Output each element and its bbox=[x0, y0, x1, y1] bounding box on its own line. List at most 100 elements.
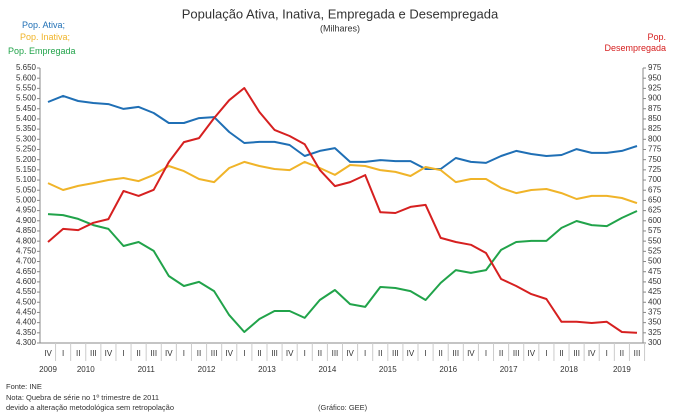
y2-tick-label: 925 bbox=[648, 83, 662, 92]
y-tick-label: 5.150 bbox=[16, 165, 37, 174]
y2-tick-label: 825 bbox=[648, 124, 662, 133]
legend-entry: Pop. Inativa; bbox=[20, 32, 71, 42]
y-tick-label: 5.650 bbox=[16, 63, 37, 72]
source: Fonte: INE bbox=[6, 382, 42, 391]
x-tick-label: II bbox=[197, 349, 201, 358]
y-tick-label: 4.750 bbox=[16, 246, 37, 255]
year-label: 2018 bbox=[560, 365, 578, 374]
x-tick-label: II bbox=[438, 349, 442, 358]
x-tick-label: III bbox=[392, 349, 399, 358]
y2-tick-label: 650 bbox=[648, 196, 662, 205]
y-tick-label: 4.900 bbox=[16, 216, 37, 225]
y-tick-label: 5.300 bbox=[16, 134, 37, 143]
x-tick-label: IV bbox=[44, 349, 52, 358]
y-tick-label: 5.400 bbox=[16, 114, 37, 123]
x-tick-label: II bbox=[318, 349, 322, 358]
x-tick-label: II bbox=[499, 349, 503, 358]
y2-tick-label: 600 bbox=[648, 216, 662, 225]
year-label: 2016 bbox=[439, 365, 457, 374]
year-label: 2012 bbox=[198, 365, 216, 374]
x-tick-label: I bbox=[183, 349, 185, 358]
x-tick-label: III bbox=[573, 349, 580, 358]
y-tick-label: 4.500 bbox=[16, 297, 37, 306]
x-tick-label: II bbox=[378, 349, 382, 358]
y-tick-label: 5.550 bbox=[16, 83, 37, 92]
x-tick-label: III bbox=[452, 349, 459, 358]
y2-tick-label: 875 bbox=[648, 104, 662, 113]
x-tick-label: II bbox=[257, 349, 261, 358]
year-label: 2009 bbox=[39, 365, 57, 374]
y-tick-label: 4.800 bbox=[16, 236, 37, 245]
y2-tick-label: 425 bbox=[648, 287, 662, 296]
x-tick-label: III bbox=[271, 349, 278, 358]
y2-tick-label: 475 bbox=[648, 267, 662, 276]
y-tick-label: 4.700 bbox=[16, 257, 37, 266]
y2-tick-label: 350 bbox=[648, 318, 662, 327]
x-tick-label: I bbox=[243, 349, 245, 358]
x-tick-label: I bbox=[364, 349, 366, 358]
y2-tick-label: 975 bbox=[648, 63, 662, 72]
x-tick-label: II bbox=[136, 349, 140, 358]
y-tick-label: 4.450 bbox=[16, 308, 37, 317]
x-tick-label: IV bbox=[165, 349, 173, 358]
y-tick-label: 4.300 bbox=[16, 338, 37, 347]
x-tick-label: I bbox=[606, 349, 608, 358]
x-tick-label: I bbox=[304, 349, 306, 358]
x-tick-label: I bbox=[485, 349, 487, 358]
y2-tick-label: 375 bbox=[648, 308, 662, 317]
year-label: 2017 bbox=[500, 365, 518, 374]
y2-tick-label: 625 bbox=[648, 206, 662, 215]
y-tick-label: 5.500 bbox=[16, 94, 37, 103]
x-tick-label: III bbox=[332, 349, 339, 358]
y2-tick-label: 500 bbox=[648, 257, 662, 266]
x-tick-label: III bbox=[150, 349, 157, 358]
y-tick-label: 5.100 bbox=[16, 175, 37, 184]
y-tick-label: 4.400 bbox=[16, 318, 37, 327]
legend-entry: Pop. Ativa; bbox=[22, 20, 66, 30]
y-tick-label: 5.450 bbox=[16, 104, 37, 113]
y2-tick-label: 725 bbox=[648, 165, 662, 174]
y-tick-label: 4.350 bbox=[16, 328, 37, 337]
x-tick-label: I bbox=[122, 349, 124, 358]
y2-tick-label: 675 bbox=[648, 185, 662, 194]
x-tick-label: IV bbox=[286, 349, 294, 358]
x-tick-label: IV bbox=[105, 349, 113, 358]
note: devido a alteração metodológica sem retr… bbox=[6, 403, 175, 412]
y2-tick-label: 900 bbox=[648, 94, 662, 103]
series-line bbox=[47, 160, 638, 205]
legend-entry: Pop. Desempregada bbox=[604, 32, 666, 53]
year-label: 2014 bbox=[318, 365, 336, 374]
y2-tick-label: 775 bbox=[648, 145, 662, 154]
y-tick-label: 5.050 bbox=[16, 185, 37, 194]
x-tick-label: I bbox=[62, 349, 64, 358]
year-label: 2011 bbox=[138, 365, 156, 374]
year-label: 2015 bbox=[379, 365, 397, 374]
y-tick-label: 4.600 bbox=[16, 277, 37, 286]
y-tick-label: 5.250 bbox=[16, 145, 37, 154]
x-tick-label: II bbox=[620, 349, 624, 358]
series-line bbox=[47, 94, 638, 170]
x-tick-label: III bbox=[513, 349, 520, 358]
x-tick-label: IV bbox=[588, 349, 596, 358]
chart-subtitle: (Milhares) bbox=[320, 23, 360, 33]
y2-tick-label: 750 bbox=[648, 155, 662, 164]
y2-tick-label: 800 bbox=[648, 134, 662, 143]
x-tick-label: II bbox=[76, 349, 80, 358]
y2-tick-label: 550 bbox=[648, 236, 662, 245]
x-tick-label: IV bbox=[528, 349, 536, 358]
x-tick-label: II bbox=[559, 349, 563, 358]
y2-tick-label: 325 bbox=[648, 328, 662, 337]
y2-tick-label: 400 bbox=[648, 297, 662, 306]
y2-tick-label: 525 bbox=[648, 246, 662, 255]
x-tick-label: I bbox=[545, 349, 547, 358]
year-label: 2019 bbox=[613, 365, 631, 374]
x-tick-label: I bbox=[424, 349, 426, 358]
y2-tick-label: 450 bbox=[648, 277, 662, 286]
series-line bbox=[47, 87, 638, 334]
x-tick-label: III bbox=[211, 349, 218, 358]
y-tick-label: 5.200 bbox=[16, 155, 37, 164]
x-tick-label: III bbox=[90, 349, 97, 358]
credit: (Gráfico: GEE) bbox=[318, 403, 368, 412]
